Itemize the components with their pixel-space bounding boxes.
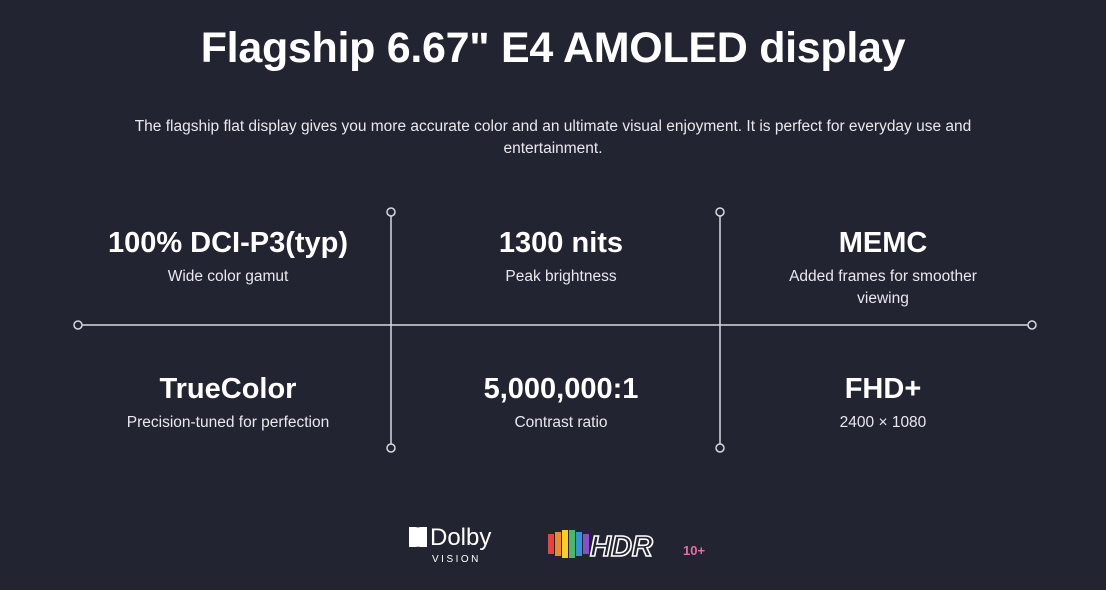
hdr-logo: HDR 10+ (548, 530, 705, 564)
stripe (562, 530, 568, 558)
dolby-sub: VISION (432, 554, 481, 565)
spec-heading: FHD+ (844, 373, 922, 405)
spec-caption: Precision-tuned for perfection (126, 414, 330, 431)
spec: FHD+ 2400 × 1080 (733, 372, 1033, 434)
dolby-logo: Dolby VISION (409, 524, 491, 565)
stripe (576, 532, 582, 556)
spec-caption: Peak brightness (505, 268, 617, 285)
spec-heading: TrueColor (159, 373, 297, 405)
spec: 5,000,000:1 Contrast ratio (411, 372, 711, 434)
node (73, 320, 83, 330)
node (386, 207, 396, 217)
spec-caption: Added frames for smoother viewing (789, 268, 977, 307)
spec-caption: Contrast ratio (514, 414, 608, 431)
hdr-text: HDR (590, 531, 653, 563)
stripe (583, 534, 589, 554)
spec: MEMC Added frames for smoother viewing (763, 226, 1003, 310)
node (715, 207, 725, 217)
stripe (569, 530, 575, 558)
spec: 100% DCI-P3(typ) Wide color gamut (78, 226, 378, 288)
node (1027, 320, 1037, 330)
dolby-mark (411, 527, 427, 547)
stripe (555, 532, 561, 556)
spec-caption: 2400 × 1080 (839, 414, 927, 431)
spec: TrueColor Precision-tuned for perfection (78, 372, 378, 434)
spec-heading: MEMC (838, 227, 928, 259)
stripe (548, 534, 554, 554)
spec: 1300 nits Peak brightness (411, 226, 711, 288)
spec-heading: 100% DCI-P3(typ) (107, 227, 349, 259)
node (715, 443, 725, 453)
hdr-sub: 10+ (683, 543, 705, 558)
spec-heading: 5,000,000:1 (483, 373, 639, 405)
dolby-text: Dolby (430, 524, 491, 551)
spec-heading: 1300 nits (498, 227, 624, 259)
title: Flagship 6.67" E4 AMOLED display (200, 24, 906, 72)
node (386, 443, 396, 453)
subtitle: The flagship flat display gives you more… (134, 118, 972, 157)
spec-caption: Wide color gamut (167, 268, 289, 285)
